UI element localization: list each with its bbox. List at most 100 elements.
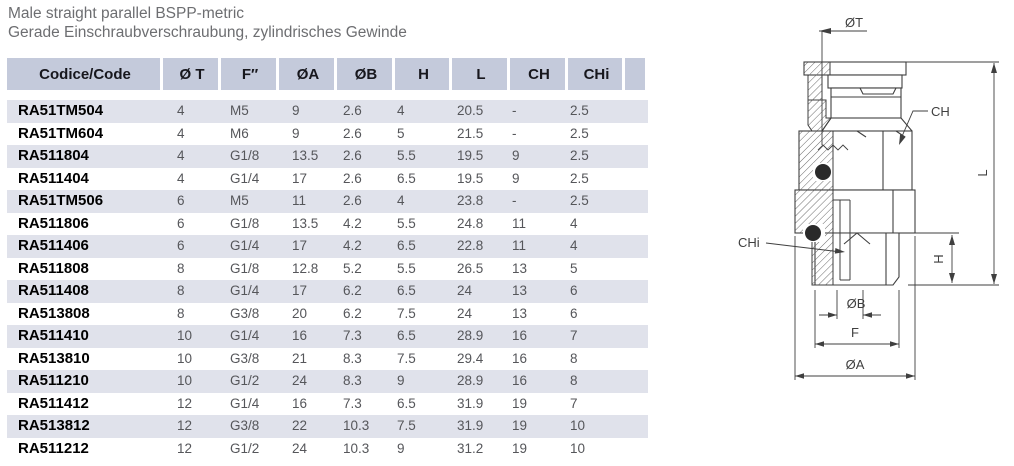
value-cell: 7.5 [397, 418, 416, 433]
value-cell: 21.5 [457, 125, 484, 141]
table-row: RA51TM604 4 M6 9 2.6 5 21.5 - 2.5 [7, 122, 648, 145]
value-cell: 21 [292, 350, 308, 366]
value-cell: 24 [457, 305, 473, 321]
value-cell: 19.5 [457, 170, 484, 186]
value-cell: G1/8 [230, 260, 260, 276]
value-cell: 9 [397, 440, 405, 456]
value-cell: 11 [292, 193, 307, 208]
dim-label-h: H [931, 254, 946, 263]
value-cell: 4.2 [343, 238, 362, 253]
code-cell: RA51TM504 [18, 102, 104, 119]
value-cell: - [512, 193, 517, 208]
code-cell: RA511210 [18, 372, 89, 389]
value-cell: 10 [177, 328, 193, 343]
dimensions [765, 30, 999, 380]
value-cell: 2.5 [570, 103, 589, 118]
value-cell: 28.9 [457, 373, 484, 388]
value-cell: G3/8 [230, 305, 260, 321]
value-cell: 13 [512, 305, 528, 321]
value-cell: 9 [512, 148, 520, 163]
value-cell: 5.5 [397, 148, 416, 163]
value-cell: G1/8 [230, 215, 260, 231]
value-cell: 4 [570, 215, 578, 231]
value-cell: 16 [512, 350, 528, 366]
value-cell: 19.5 [457, 148, 484, 163]
value-cell: 13.5 [292, 215, 319, 231]
value-cell: 6 [177, 193, 185, 208]
value-cell: 7.3 [343, 328, 362, 343]
table-row: RA511808 8 G1/8 12.8 5.2 5.5 26.5 13 5 [7, 257, 648, 280]
value-cell: 6.5 [397, 283, 416, 298]
value-cell: 6 [177, 215, 185, 231]
value-cell: 16 [292, 328, 308, 343]
column-header: Ø T [163, 58, 221, 90]
table-row: RA51TM504 4 M5 9 2.6 4 20.5 - 2.5 [7, 100, 648, 123]
value-cell: 13 [512, 283, 528, 298]
value-cell: 5.5 [397, 260, 416, 276]
value-cell: 28.9 [457, 328, 484, 343]
code-cell: RA511808 [18, 259, 89, 277]
code-cell: RA511408 [18, 282, 89, 299]
value-cell: 5 [570, 260, 578, 276]
table-row: RA513812 12 G3/8 22 10.3 7.5 31.9 19 10 [7, 415, 648, 438]
value-cell: 10 [570, 418, 586, 433]
value-cell: 9 [292, 125, 300, 141]
value-cell: 6.5 [397, 170, 416, 186]
value-cell: 2.6 [343, 148, 362, 163]
column-header: Codice/Code [7, 58, 163, 90]
value-cell: 26.5 [457, 260, 484, 276]
value-cell: G1/4 [230, 395, 260, 411]
value-cell: 9 [292, 103, 300, 118]
value-cell: 6.2 [343, 305, 362, 321]
value-cell: M5 [230, 103, 249, 118]
value-cell: 8 [177, 305, 185, 321]
value-cell: 8.3 [343, 373, 362, 388]
value-cell: 7.3 [343, 395, 362, 411]
dim-label-l: L [975, 169, 990, 176]
value-cell: 7.5 [397, 305, 416, 321]
value-cell: 20 [292, 305, 308, 321]
value-cell: M6 [230, 125, 249, 141]
value-cell: 19 [512, 440, 528, 456]
column-header: L [452, 58, 510, 90]
table-row: RA511806 6 G1/8 13.5 4.2 5.5 24.8 11 4 [7, 212, 648, 235]
column-header [625, 58, 645, 90]
value-cell: 5.5 [397, 215, 416, 231]
value-cell: 9 [397, 373, 405, 388]
value-cell: 8 [570, 373, 578, 388]
value-cell: 4 [177, 148, 185, 163]
code-cell: RA513808 [18, 304, 90, 322]
value-cell: 16 [292, 395, 308, 411]
o-ring-upper [815, 164, 831, 180]
value-cell: 6.2 [343, 283, 362, 298]
o-ring-seals [805, 164, 831, 241]
value-cell: 22.8 [457, 238, 484, 253]
page-subtitle: Gerade Einschraubverschraubung, zylindri… [8, 24, 407, 41]
value-cell: 13 [512, 260, 528, 276]
value-cell: 4 [177, 170, 185, 186]
value-cell: 2.5 [570, 193, 589, 208]
value-cell: 8 [570, 350, 578, 366]
page-title: Male straight parallel BSPP-metric [8, 5, 245, 22]
value-cell: 6 [570, 283, 578, 298]
value-cell: 4 [570, 238, 578, 253]
value-cell: 4 [177, 125, 185, 141]
code-cell: RA511212 [18, 439, 89, 457]
value-cell: 24 [292, 440, 308, 456]
value-cell: 10.3 [343, 440, 370, 456]
code-cell: RA511806 [18, 214, 89, 232]
value-cell: 5 [397, 125, 405, 141]
table-row: RA511404 4 G1/4 17 2.6 6.5 19.5 9 2.5 [7, 167, 648, 190]
value-cell: 6.5 [397, 328, 416, 343]
value-cell: 31.9 [457, 395, 484, 411]
dim-label-ot: ØT [845, 15, 863, 30]
value-cell: 13.5 [292, 148, 319, 163]
value-cell: 2.5 [570, 170, 589, 186]
o-ring-lower [805, 225, 821, 241]
dim-label-f: F [851, 325, 859, 340]
value-cell: 4 [397, 103, 405, 118]
value-cell: 31.9 [457, 418, 484, 433]
table-row: RA511412 12 G1/4 16 7.3 6.5 31.9 19 7 [7, 392, 648, 415]
value-cell: 2.6 [343, 103, 362, 118]
column-header: CHi [568, 58, 625, 90]
